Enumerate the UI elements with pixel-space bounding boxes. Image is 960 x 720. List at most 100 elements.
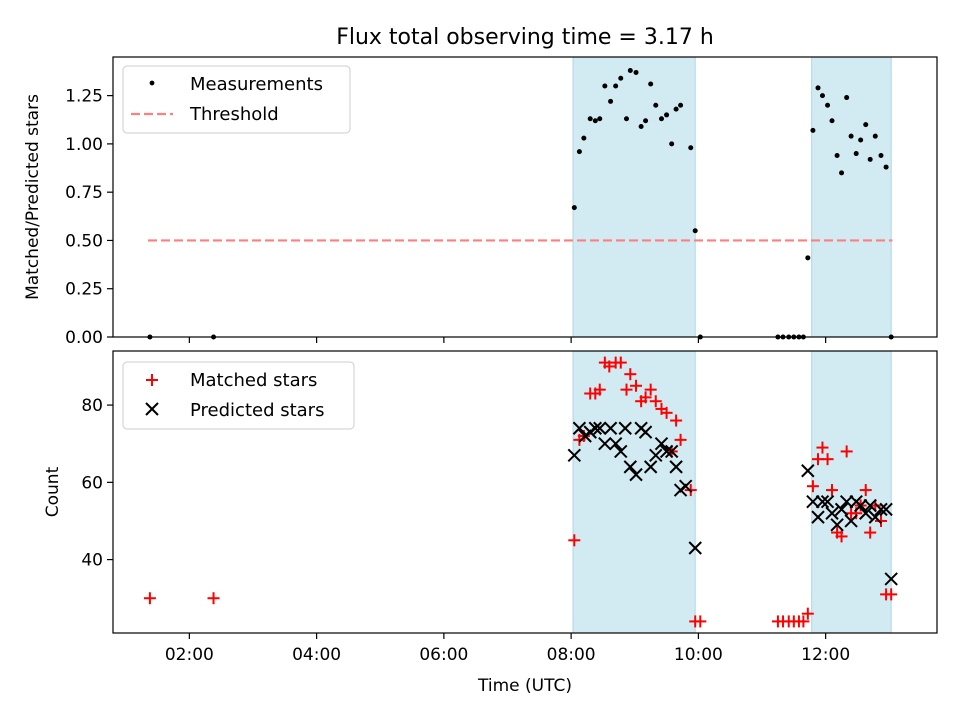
y-tick-label: 60	[81, 473, 103, 493]
matched-star-point	[797, 615, 810, 628]
matched-star-point	[875, 514, 888, 527]
measurement-point	[633, 69, 639, 75]
matched-star-point	[614, 356, 627, 369]
legend-measurements-label: Measurements	[190, 74, 323, 95]
measurement-point	[592, 118, 598, 124]
measurement-point	[688, 145, 694, 151]
predicted-star-point	[588, 421, 603, 435]
measurement-point	[669, 141, 675, 147]
measurement-point	[581, 135, 587, 141]
measurement-point	[602, 83, 608, 89]
predicted-star-point	[830, 518, 844, 532]
y-tick-label: 1.00	[65, 135, 103, 155]
measurement-point	[863, 122, 869, 128]
matched-star-point	[660, 406, 673, 419]
measurement-point	[643, 118, 649, 124]
measurement-point	[618, 75, 624, 81]
predicted-star-point	[643, 460, 658, 474]
measurement-point	[623, 116, 629, 122]
matched-star-point	[624, 368, 637, 381]
y-tick-label: 0.75	[65, 183, 103, 203]
measurement-point	[692, 228, 698, 234]
predicted-star-point	[618, 421, 632, 435]
matched-star-point	[207, 592, 220, 605]
predicted-star-point	[608, 437, 623, 451]
matched-star-point	[694, 615, 707, 628]
x-tick-label: 04:00	[292, 645, 341, 665]
measurement-point	[867, 156, 873, 162]
predicted-star-point	[834, 502, 849, 517]
legend-matched-marker	[146, 374, 158, 386]
matched-star-point	[826, 484, 839, 497]
y-tick-label: 0.25	[65, 280, 103, 300]
matched-star-point	[816, 441, 829, 454]
measurement-point	[815, 85, 821, 91]
measurement-point	[878, 152, 884, 158]
legend-measurements-marker	[149, 80, 155, 86]
predicted-star-point	[603, 421, 618, 435]
matched-star-point	[885, 588, 898, 601]
x-axis-label: Time (UTC)	[477, 676, 572, 696]
measurement-point	[571, 205, 577, 211]
y-tick-label: 0.50	[65, 231, 103, 251]
predicted-star-point	[654, 437, 669, 451]
matched-star-point	[644, 383, 657, 396]
predicted-star-point	[874, 502, 888, 517]
predicted-star-point	[879, 502, 893, 517]
measurement-point	[678, 102, 684, 108]
matched-star-point	[806, 480, 819, 493]
bottom-panel-frame	[112, 350, 938, 634]
measurement-point	[834, 152, 840, 158]
predicted-star-point	[844, 514, 858, 528]
top-panel-frame	[112, 56, 938, 338]
measurement-point	[613, 83, 619, 89]
measurement-point	[673, 106, 679, 112]
top-panel-y-axis-label: Matched/Predicted stars	[23, 94, 43, 300]
shaded-interval-2	[811, 56, 892, 338]
measurement-point	[883, 164, 889, 170]
matched-star-point	[143, 592, 156, 605]
measurement-point	[648, 81, 654, 87]
legend-predicted-label: Predicted stars	[190, 400, 324, 421]
predicted-star-point	[669, 460, 683, 474]
predicted-star-point	[678, 479, 693, 493]
matched-star-point	[620, 383, 633, 396]
chart-title: Flux total observing time = 3.17 h	[336, 25, 714, 50]
y-tick-label: 1.25	[65, 87, 103, 107]
predicted-star-point	[629, 467, 643, 482]
matched-star-point	[801, 607, 814, 620]
measurement-point	[810, 127, 816, 133]
top-panel: 0.00 0.25 0.50 0.75 1.00 1.25 Matched/Predict…	[23, 56, 938, 348]
measurement-point	[853, 151, 859, 157]
predicted-star-point	[801, 464, 815, 478]
predicted-star-point	[567, 448, 582, 463]
measurement-point	[858, 137, 864, 143]
y-tick-label: 40	[81, 551, 103, 571]
legend-threshold-label: Threshold	[189, 104, 279, 125]
y-tick-label: 80	[81, 396, 103, 416]
predicted-star-point	[839, 494, 854, 509]
x-tick-label: 08:00	[547, 645, 596, 665]
matched-star-point	[821, 453, 834, 466]
matched-star-point	[630, 379, 643, 392]
predicted-star-point	[649, 448, 663, 463]
measurement-point	[872, 133, 878, 139]
predicted-star-point	[638, 425, 653, 439]
matched-star-point	[649, 395, 662, 408]
x-tick-label: 10:00	[674, 645, 723, 665]
measurement-point	[825, 102, 831, 108]
predicted-star-point	[572, 421, 587, 435]
bottom-panel-legend: Matched stars Predicted stars	[122, 361, 355, 430]
matched-star-point	[840, 445, 853, 458]
measurement-point	[805, 255, 811, 261]
matched-star-point	[603, 360, 616, 373]
legend-predicted-marker	[145, 402, 159, 416]
measurement-point	[627, 68, 633, 74]
matched-star-point	[674, 433, 687, 446]
predicted-star-point	[863, 498, 877, 513]
predicted-star-point	[859, 506, 873, 520]
measurement-point	[638, 124, 644, 130]
measurement-point	[576, 149, 582, 155]
x-tick-label: 06:00	[419, 645, 468, 665]
predicted-star-point	[825, 506, 839, 520]
